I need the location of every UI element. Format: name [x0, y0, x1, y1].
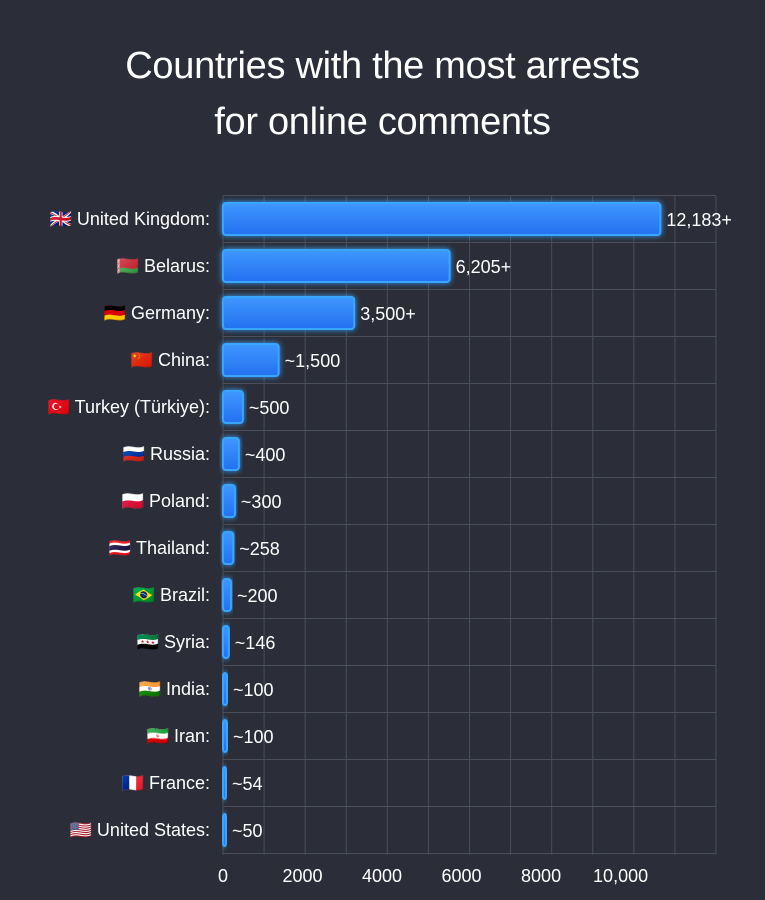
category-label: 🇸🇾 Syria: — [137, 632, 210, 652]
data-label: ~100 — [233, 727, 274, 747]
data-label: ~100 — [233, 680, 274, 700]
bar — [222, 531, 235, 565]
bar — [222, 437, 240, 471]
data-label: ~258 — [239, 539, 280, 559]
data-label: ~1,500 — [285, 351, 341, 371]
category-label: 🇫🇷 France: — [122, 773, 210, 793]
category-label: 🇧🇷 Brazil: — [133, 585, 210, 605]
bar — [222, 484, 236, 518]
category-label: 🇮🇳 India: — [139, 679, 210, 699]
x-axis-ticks: 0 2000 4000 6000 8000 10,000 — [218, 866, 648, 886]
data-label: 6,205+ — [456, 257, 512, 277]
category-label: 🇨🇳 China: — [131, 350, 210, 370]
bar — [222, 672, 228, 706]
category-label: 🇬🇧 United Kingdom: — [50, 209, 211, 229]
bar — [222, 202, 662, 236]
x-tick-label: 8000 — [521, 866, 561, 886]
bar — [222, 813, 227, 847]
category-label: 🇩🇪 Germany: — [104, 303, 210, 323]
data-label: ~50 — [232, 821, 263, 841]
x-tick-label: 0 — [218, 866, 228, 886]
bar — [222, 719, 228, 753]
data-label: ~300 — [241, 492, 282, 512]
data-label: ~200 — [237, 586, 278, 606]
value-labels: 12,183+ 6,205+ 3,500+ ~1,500 ~500 ~400 ~300 ~25… — [232, 210, 732, 841]
category-labels: 🇬🇧 United Kingdom: 🇧🇾 Belarus: 🇩🇪 Germany:… — [48, 209, 210, 840]
data-label: 12,183+ — [666, 210, 732, 230]
title-line-1: Countries with the most arrests — [125, 45, 640, 87]
data-label: ~54 — [232, 774, 263, 794]
x-tick-label: 4000 — [362, 866, 402, 886]
bar — [222, 390, 244, 424]
title-line-2: for online comments — [214, 101, 551, 143]
category-label: 🇺🇸 United States: — [70, 820, 210, 840]
chart-title: Countries with the most arrests for onli… — [0, 38, 765, 150]
data-label: ~400 — [245, 445, 286, 465]
bar — [222, 249, 451, 283]
data-label: ~500 — [249, 398, 290, 418]
category-label: 🇮🇷 Iran: — [147, 726, 210, 746]
x-tick-label: 6000 — [442, 866, 482, 886]
bar — [222, 296, 356, 330]
bar — [222, 625, 230, 659]
bar — [222, 343, 280, 377]
x-tick-label: 10,000 — [593, 866, 648, 886]
data-label: ~146 — [235, 633, 276, 653]
category-label: 🇹🇷 Turkey (Türkiye): — [48, 397, 210, 417]
bar — [222, 766, 227, 800]
bar — [222, 578, 232, 612]
category-label: 🇹🇭 Thailand: — [109, 538, 210, 558]
x-tick-label: 2000 — [282, 866, 322, 886]
data-label: 3,500+ — [360, 304, 416, 324]
grid-lines — [222, 195, 717, 855]
bars — [222, 202, 662, 847]
category-label: 🇷🇺 Russia: — [123, 444, 210, 464]
category-label: 🇵🇱 Poland: — [122, 491, 210, 511]
category-label: 🇧🇾 Belarus: — [117, 256, 210, 276]
